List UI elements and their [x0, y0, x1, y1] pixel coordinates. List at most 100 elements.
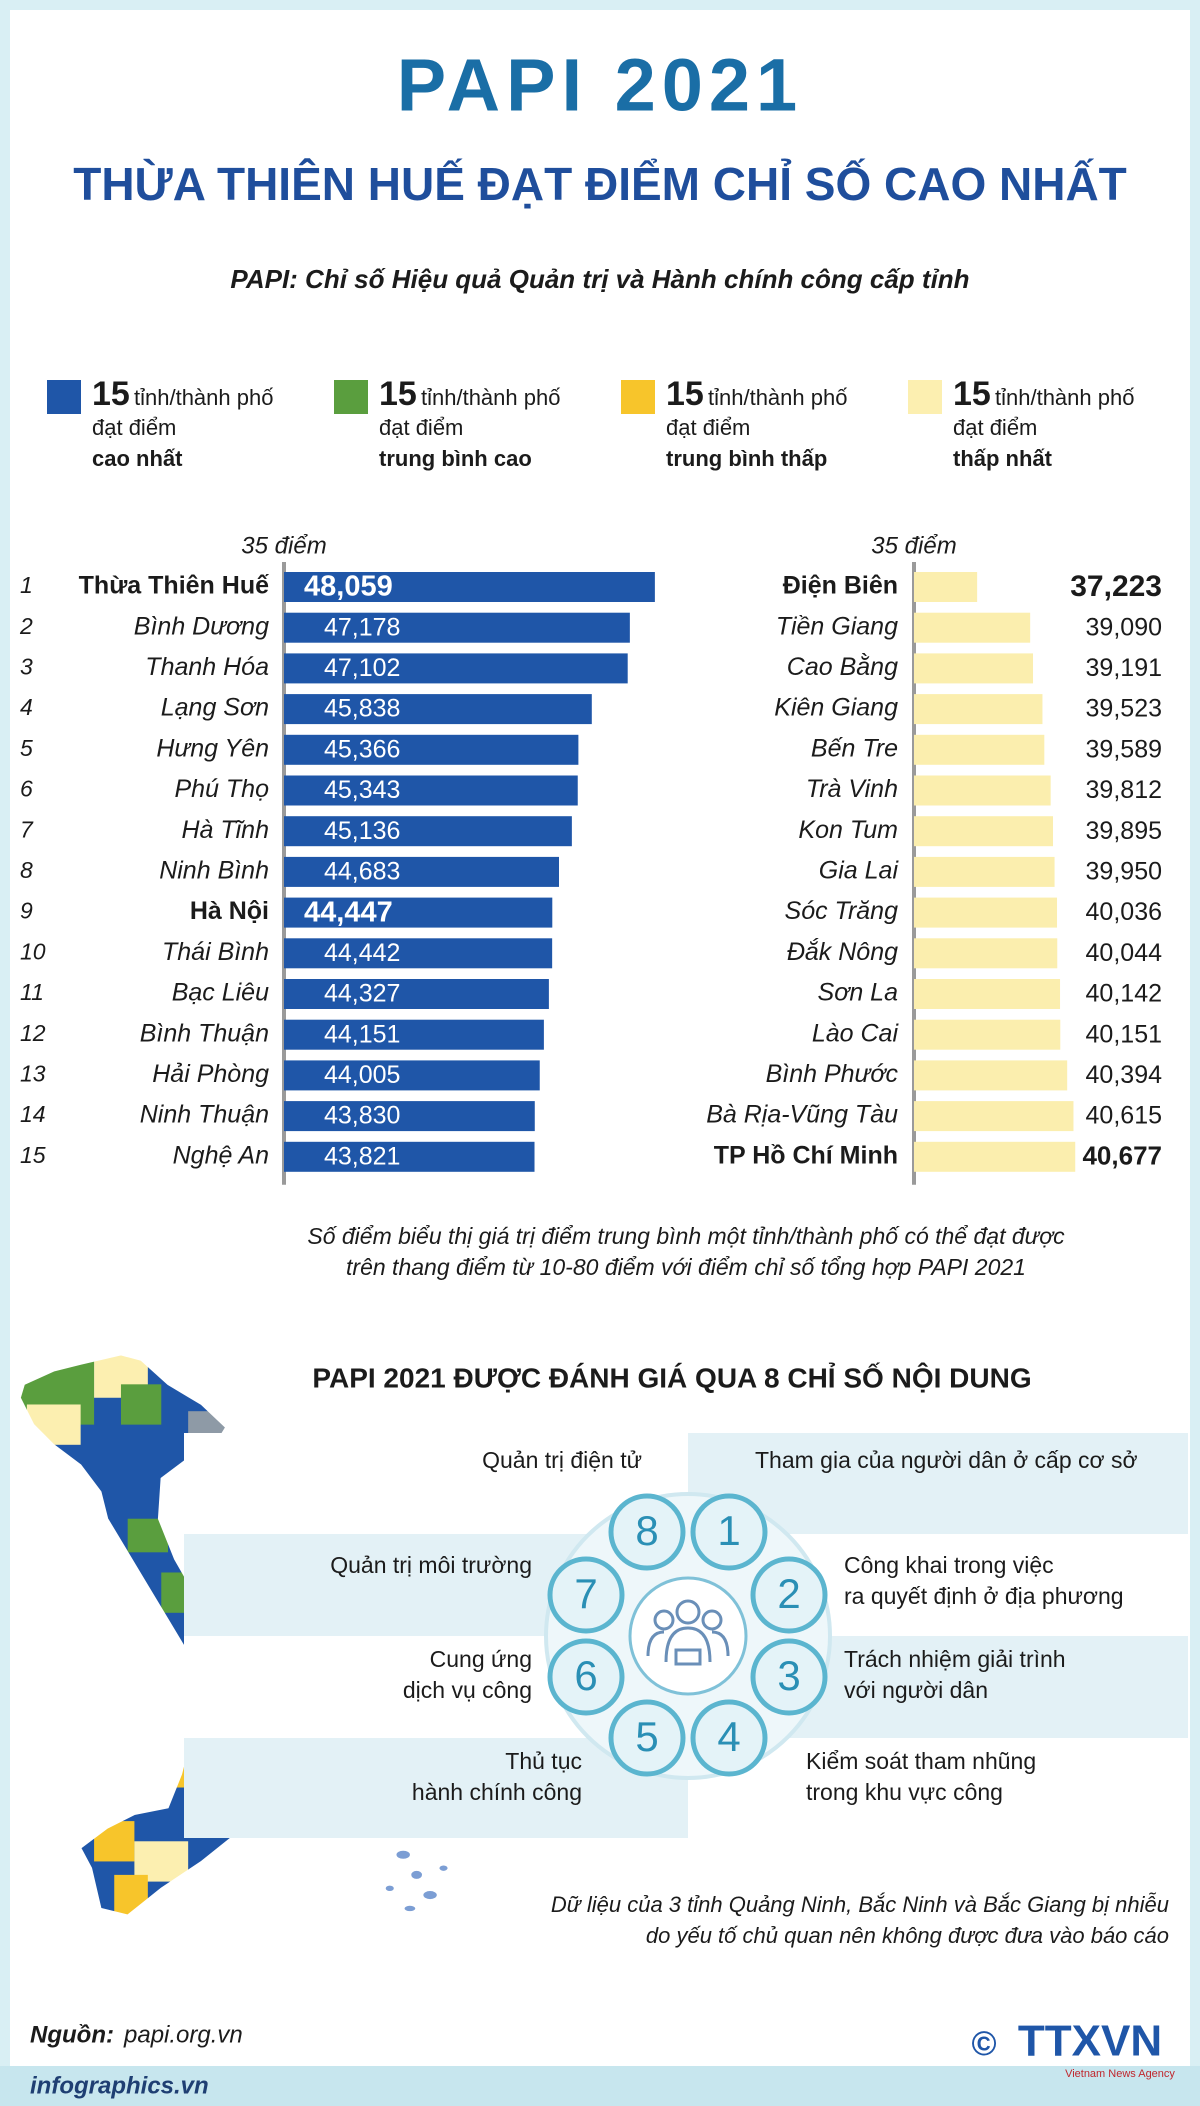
legend-unit: tỉnh/thành phố [421, 385, 560, 410]
rank: 4 [20, 694, 33, 720]
rank: 5 [20, 735, 33, 761]
category-label: Tiền Giang [776, 612, 898, 640]
bar [284, 938, 553, 969]
category-label: Thừa Thiên Huế [79, 572, 269, 600]
legend-swatch [621, 380, 655, 414]
indicator-number: 6 [574, 1652, 597, 1699]
value-label: 44,151 [324, 1020, 400, 1048]
category-label: Gia Lai [819, 857, 900, 885]
category-label: Bình Thuận [140, 1019, 269, 1047]
bar [914, 694, 1043, 725]
title: PAPI 2021 [397, 44, 803, 127]
category-label: TP Hồ Chí Minh [714, 1141, 898, 1169]
bar [284, 856, 559, 887]
indicator-text: Quản trị môi trường [330, 1552, 532, 1578]
value-label: 44,447 [304, 896, 393, 928]
indicator-badge [608, 1699, 686, 1777]
category-label: Phú Thọ [174, 775, 269, 803]
value-label: 39,090 [1086, 613, 1162, 641]
rank: 8 [20, 857, 33, 883]
category-label: Bạc Liêu [172, 979, 269, 1007]
note-line: trên thang điểm từ 10-80 điểm với điểm c… [346, 1254, 1026, 1280]
category-label: Hưng Yên [156, 734, 269, 762]
bar [914, 1141, 1076, 1172]
category-label: Cao Bằng [787, 652, 898, 681]
bar [284, 734, 579, 765]
value-label: 39,191 [1086, 654, 1162, 682]
indicator-number: 1 [717, 1507, 740, 1554]
indicator-text: Quản trị điện tử [482, 1447, 642, 1473]
indicator-number: 2 [777, 1570, 800, 1617]
value-label: 48,059 [304, 571, 393, 603]
indicator-text: Kiểm soát tham nhũng [806, 1748, 1036, 1774]
rank: 9 [20, 898, 33, 924]
category-label: Bến Tre [811, 734, 898, 762]
headline: THỪA THIÊN HUẾ ĐẠT ĐIỂM CHỈ SỐ CAO NHẤT [73, 158, 1127, 210]
copyright: © [971, 2025, 996, 2063]
category-label: Sóc Trăng [785, 897, 899, 925]
footnote-line: do yếu tố chủ quan nên không được đưa và… [646, 1923, 1169, 1948]
category-label: Sơn La [818, 979, 899, 1007]
indicator-bands [184, 1433, 1188, 1838]
indicator-text: dịch vụ công [403, 1677, 532, 1703]
value-label: 45,343 [324, 776, 400, 804]
category-label: Điện Biên [783, 572, 898, 600]
value-label: 39,589 [1086, 735, 1162, 763]
rank: 1 [20, 572, 33, 598]
indicator-text: Thủ tục [505, 1748, 582, 1774]
bar [914, 775, 1051, 806]
legend-level: cao nhất [92, 446, 183, 471]
bar [284, 572, 655, 602]
value-label: 45,838 [324, 695, 400, 723]
legend-level: trung bình cao [379, 446, 532, 471]
note-line: Số điểm biểu thị giá trị điểm trung bình… [307, 1223, 1065, 1249]
value-label: 40,615 [1086, 1102, 1162, 1130]
value-label: 44,442 [324, 939, 400, 967]
bar [284, 775, 578, 806]
value-label: 43,821 [324, 1142, 400, 1170]
bar [914, 1101, 1074, 1132]
indicator-text: ra quyết định ở địa phương [844, 1583, 1124, 1609]
bar [284, 653, 628, 684]
category-label: Ninh Bình [159, 857, 269, 885]
category-label: Ninh Thuận [140, 1101, 269, 1129]
category-label: Hà Tĩnh [181, 816, 269, 844]
indicator-badge [690, 1493, 768, 1571]
charts: 35 điểm 1 Thừa Thiên Huế 48,059 2 Bình Dương 4… [19, 532, 1163, 1185]
category-label: Kiên Giang [774, 694, 898, 722]
bar [284, 816, 572, 847]
bar [914, 572, 978, 602]
agency-logo: TTXVN [1018, 2017, 1162, 2066]
value-label: 43,830 [324, 1102, 400, 1130]
indicator-number: 4 [717, 1713, 740, 1760]
site: infographics.vn [30, 2072, 209, 2099]
category-label: Hà Nội [190, 897, 269, 925]
category-label: Đắk Nông [787, 937, 898, 966]
bar [284, 1101, 535, 1132]
category-label: Bình Phước [766, 1060, 899, 1088]
footer-strip [0, 2066, 1200, 2106]
bar [284, 1141, 535, 1172]
indicator-text: trong khu vực công [806, 1779, 1003, 1805]
section-title: PAPI 2021 ĐƯỢC ĐÁNH GIÁ QUA 8 CHỈ SỐ NỘI… [312, 1361, 1031, 1393]
indicator-text: Công khai trong việc [844, 1552, 1054, 1578]
category-label: Hải Phòng [152, 1060, 269, 1088]
indicator-number: 5 [635, 1713, 658, 1760]
legend-swatch [47, 380, 81, 414]
legend-line: đạt điểm [92, 415, 176, 440]
category-label: Nghệ An [173, 1141, 269, 1169]
category-label: Lào Cai [812, 1019, 900, 1047]
bar [284, 1019, 544, 1050]
bar [284, 897, 553, 928]
rank: 13 [20, 1060, 46, 1086]
value-label: 40,394 [1086, 1061, 1163, 1089]
value-label: 45,136 [324, 817, 400, 845]
value-label: 40,044 [1086, 939, 1163, 967]
value-label: 44,327 [324, 980, 400, 1008]
bar [914, 612, 1031, 643]
indicator-badge [750, 1556, 828, 1634]
bar [284, 979, 549, 1009]
x-tick-label: 35 điểm [871, 532, 956, 559]
